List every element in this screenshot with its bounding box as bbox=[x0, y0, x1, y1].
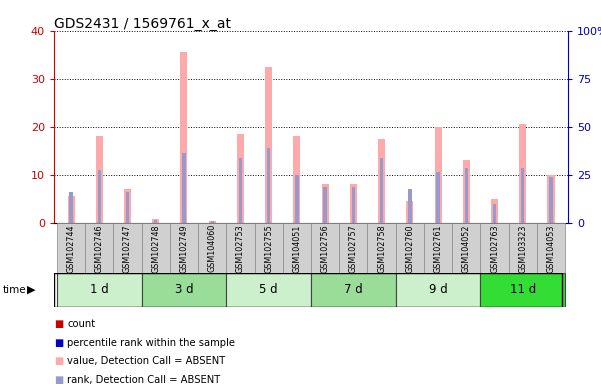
Bar bbox=[537, 223, 565, 273]
Bar bbox=[126, 192, 129, 223]
Bar bbox=[57, 223, 85, 273]
Bar bbox=[395, 273, 480, 307]
Text: GDS2431 / 1569761_x_at: GDS2431 / 1569761_x_at bbox=[54, 17, 231, 31]
Bar bbox=[350, 184, 357, 223]
Bar bbox=[124, 189, 131, 223]
Text: GSM104060: GSM104060 bbox=[208, 224, 217, 273]
Bar bbox=[85, 223, 114, 273]
Text: GSM104051: GSM104051 bbox=[293, 224, 301, 273]
Text: GSM102744: GSM102744 bbox=[67, 224, 76, 273]
Bar bbox=[152, 219, 159, 223]
Bar bbox=[97, 170, 101, 223]
Text: 1 d: 1 d bbox=[90, 283, 109, 296]
Text: GSM102756: GSM102756 bbox=[321, 224, 329, 273]
Bar bbox=[378, 139, 385, 223]
Bar bbox=[239, 158, 242, 223]
Bar bbox=[311, 223, 339, 273]
Bar bbox=[380, 158, 383, 223]
Bar bbox=[367, 223, 395, 273]
Text: GSM102747: GSM102747 bbox=[123, 224, 132, 273]
Bar bbox=[549, 177, 553, 223]
Bar bbox=[69, 192, 73, 223]
Text: value, Detection Call = ABSENT: value, Detection Call = ABSENT bbox=[67, 356, 225, 366]
Bar bbox=[265, 67, 272, 223]
Bar bbox=[436, 172, 440, 223]
Bar bbox=[142, 223, 170, 273]
Text: GSM103323: GSM103323 bbox=[518, 224, 527, 273]
Bar bbox=[352, 187, 355, 223]
Bar bbox=[283, 223, 311, 273]
Bar bbox=[463, 161, 470, 223]
Bar bbox=[154, 220, 157, 223]
Bar bbox=[209, 221, 216, 223]
Bar bbox=[480, 223, 508, 273]
Bar bbox=[295, 175, 299, 223]
Text: rank, Detection Call = ABSENT: rank, Detection Call = ABSENT bbox=[67, 375, 221, 384]
Bar bbox=[182, 153, 186, 223]
Bar bbox=[210, 221, 214, 223]
Text: count: count bbox=[67, 319, 96, 329]
Bar bbox=[322, 184, 329, 223]
Bar bbox=[548, 175, 555, 223]
Bar bbox=[424, 223, 452, 273]
Text: ■: ■ bbox=[54, 356, 63, 366]
Text: 7 d: 7 d bbox=[344, 283, 363, 296]
Text: GSM104052: GSM104052 bbox=[462, 224, 471, 273]
Bar bbox=[267, 148, 270, 223]
Text: GSM102753: GSM102753 bbox=[236, 224, 245, 273]
Bar bbox=[170, 223, 198, 273]
Bar bbox=[237, 134, 244, 223]
Bar bbox=[480, 273, 565, 307]
Bar bbox=[198, 223, 227, 273]
Text: 11 d: 11 d bbox=[510, 283, 536, 296]
Bar bbox=[323, 187, 327, 223]
Text: GSM104053: GSM104053 bbox=[546, 224, 555, 273]
Bar bbox=[255, 223, 283, 273]
Bar bbox=[96, 136, 103, 223]
Text: ■: ■ bbox=[54, 319, 63, 329]
Bar bbox=[293, 136, 300, 223]
Text: GSM102758: GSM102758 bbox=[377, 224, 386, 273]
Bar bbox=[67, 196, 75, 223]
Text: 5 d: 5 d bbox=[260, 283, 278, 296]
Bar bbox=[435, 127, 442, 223]
Text: GSM102760: GSM102760 bbox=[405, 224, 414, 273]
Text: 9 d: 9 d bbox=[429, 283, 448, 296]
Bar bbox=[57, 273, 142, 307]
Text: ▶: ▶ bbox=[27, 285, 35, 295]
Bar bbox=[311, 273, 395, 307]
Text: GSM102761: GSM102761 bbox=[433, 224, 442, 273]
Bar bbox=[519, 124, 526, 223]
Text: GSM102755: GSM102755 bbox=[264, 224, 273, 273]
Text: GSM102746: GSM102746 bbox=[95, 224, 104, 273]
Bar bbox=[142, 273, 227, 307]
Text: ■: ■ bbox=[54, 375, 63, 384]
Bar bbox=[508, 223, 537, 273]
Bar bbox=[406, 201, 413, 223]
Text: percentile rank within the sample: percentile rank within the sample bbox=[67, 338, 236, 348]
Text: GSM102757: GSM102757 bbox=[349, 224, 358, 273]
Bar bbox=[339, 223, 367, 273]
Text: time: time bbox=[3, 285, 26, 295]
Bar bbox=[491, 199, 498, 223]
Bar bbox=[465, 167, 468, 223]
Bar bbox=[452, 223, 480, 273]
Text: GSM102749: GSM102749 bbox=[180, 224, 189, 273]
Bar bbox=[227, 273, 311, 307]
Text: 3 d: 3 d bbox=[175, 283, 194, 296]
Bar bbox=[114, 223, 142, 273]
Bar bbox=[521, 167, 525, 223]
Bar bbox=[408, 189, 412, 223]
Bar bbox=[180, 52, 188, 223]
Text: ■: ■ bbox=[54, 338, 63, 348]
Bar bbox=[395, 223, 424, 273]
Bar bbox=[227, 223, 255, 273]
Bar bbox=[493, 204, 496, 223]
Text: GSM102748: GSM102748 bbox=[151, 224, 160, 273]
Text: GSM102763: GSM102763 bbox=[490, 224, 499, 273]
